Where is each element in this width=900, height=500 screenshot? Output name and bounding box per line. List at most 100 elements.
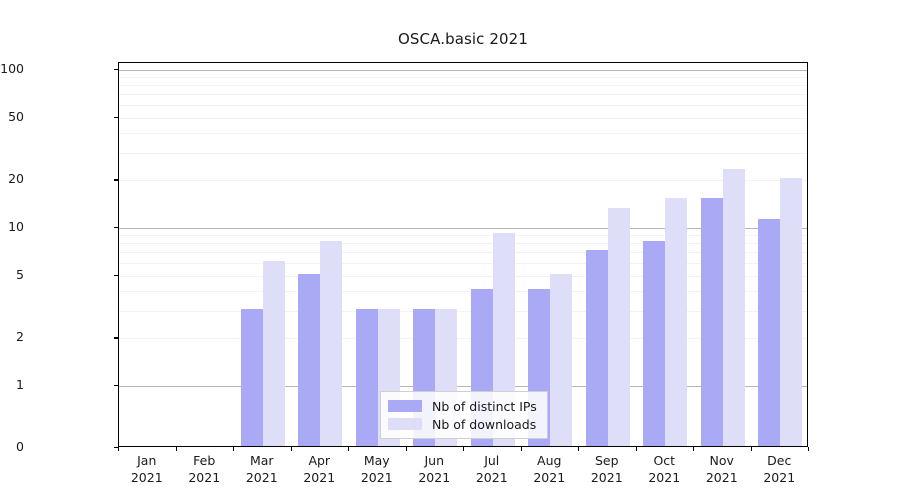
bar-downloads [550,273,573,446]
gridline-minor [119,338,807,340]
legend-label-distinct-ips: Nb of distinct IPs [432,398,537,414]
x-tick-label-month: Jun [424,453,445,468]
x-tick-label-year: 2021 [245,470,278,485]
legend-label-downloads: Nb of downloads [432,416,537,432]
y-tick-label: 20 [8,171,24,187]
gridline-minor [119,235,807,237]
y-tick-label: 10 [8,219,24,234]
x-tick-label-month: Sep [594,453,619,468]
y-tick-label: 100 [0,61,24,76]
bar-group [464,63,522,446]
bar-distinct-ips [240,308,263,446]
gridline-minor [119,117,807,119]
x-tick-label: Feb 2021 [176,452,234,486]
gridline-minor [119,94,807,96]
gridline-major [119,70,807,71]
x-tick-label: May 2021 [348,452,406,486]
bars-layer [119,63,807,446]
x-tick-mark [808,447,810,451]
bar-group [694,63,752,446]
y-tick-label: 2 [16,329,24,345]
x-tick-label: Aug 2021 [521,452,579,486]
legend-swatch-icon-distinct-ips [388,400,422,412]
x-tick-label: Mar 2021 [233,452,291,486]
x-tick-label-year: 2021 [648,470,681,485]
bar-downloads [722,168,745,446]
bar-downloads [665,198,688,446]
bar-downloads [320,241,343,446]
x-tick-mark [750,447,752,451]
x-tick-mark [463,447,465,451]
gridline-minor [119,77,807,79]
bar-group [292,63,350,446]
bar-group [407,63,465,446]
chart-title: OSCA.basic 2021 [398,30,528,48]
x-tick-label: Dec 2021 [751,452,809,486]
x-tick-mark [290,447,292,451]
gridline-minor [119,105,807,107]
bar-group [522,63,580,446]
x-tick-mark [635,447,637,451]
legend-item-downloads: Nb of downloads [388,415,540,433]
y-axis: 0 1 2 5 10 20 50 100 [0,0,118,500]
bar-group [579,63,637,446]
x-tick-mark [405,447,407,451]
y-tick-mark [114,69,118,71]
x-tick-label-month: Oct [653,453,676,468]
gridline-minor [119,275,807,277]
gridline-minor [119,252,807,254]
bar-group [349,63,407,446]
chart-legend: Nb of distinct IPs Nb of downloads [380,391,548,439]
gridline-minor [119,85,807,87]
legend-swatch-icon-downloads [388,418,422,430]
gridline-minor [119,180,807,182]
bar-distinct-ips [355,308,378,446]
y-tick-label: 1 [16,377,24,392]
x-tick-label-month: Apr [308,453,331,468]
x-tick-label: Jan 2021 [118,452,176,486]
y-tick-label: 50 [8,108,24,124]
x-tick-label: Jun 2021 [406,452,464,486]
x-tick-label: Oct 2021 [636,452,694,486]
x-tick-label-year: 2021 [130,470,163,485]
x-tick-label-month: Nov [709,453,734,468]
x-tick-label-year: 2021 [533,470,566,485]
x-tick-label-month: Dec [767,453,792,468]
y-tick-mark [114,274,118,276]
y-tick-label: 5 [16,266,24,282]
bar-downloads [262,261,285,446]
gridline-minor [119,290,807,292]
x-tick-label-month: Aug [537,453,562,468]
x-tick-label-year: 2021 [303,470,336,485]
x-tick-mark [348,447,350,451]
gridline-minor [119,310,807,312]
x-axis-ticks [118,447,810,457]
bar-group [119,63,177,446]
y-tick-mark [114,116,118,118]
x-tick-label: Sep 2021 [578,452,636,486]
gridline-major [119,386,807,387]
y-tick-mark [114,447,118,449]
x-tick-label-month: May [363,453,390,468]
y-tick-mark [114,179,118,181]
y-tick-label: 0 [16,439,24,454]
bar-group [177,63,235,446]
plot-area [118,62,808,447]
bar-distinct-ips [758,219,781,446]
x-tick-label: Nov 2021 [693,452,751,486]
bar-group [234,63,292,446]
legend-item-distinct-ips: Nb of distinct IPs [388,397,540,415]
gridline-major [119,228,807,229]
x-tick-label-year: 2021 [590,470,623,485]
x-tick-label-year: 2021 [475,470,508,485]
x-tick-label-month: Jul [484,453,500,468]
x-axis-labels: Jan 2021 Feb 2021 Mar 2021 Apr 2021 May 2021 Jun 20… [118,452,808,496]
bar-distinct-ips [700,198,723,446]
x-tick-label: Jul 2021 [463,452,521,486]
bar-downloads [780,178,803,446]
bar-distinct-ips [643,241,666,446]
bar-distinct-ips [585,250,608,446]
y-tick-mark [114,337,118,339]
bar-downloads [607,208,630,446]
